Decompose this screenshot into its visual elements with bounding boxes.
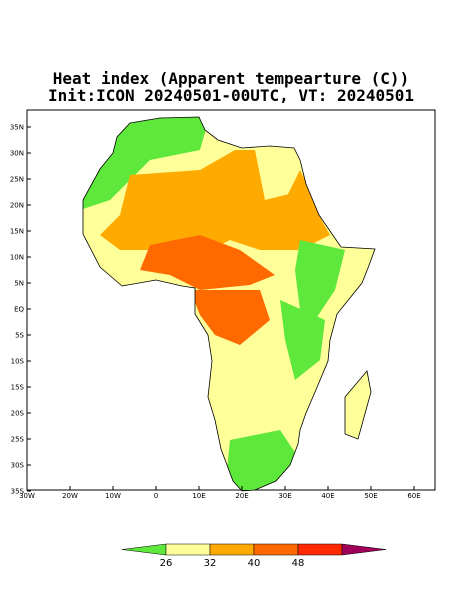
lon-label: 0 (154, 492, 158, 500)
lat-label: 20N (10, 202, 24, 210)
lon-label: 30W (19, 492, 35, 500)
lat-label: 30S (11, 462, 25, 470)
lon-label: 60E (407, 492, 420, 500)
lat-label: 15N (10, 228, 24, 236)
lon-label: 20E (235, 492, 248, 500)
colorbar-label: 48 (292, 558, 305, 569)
colorbar-label: 32 (204, 558, 217, 569)
colorbar-segment (209, 543, 255, 556)
lat-label: 30N (10, 150, 24, 158)
colorbar-label: 26 (160, 558, 173, 569)
field-green-east (280, 300, 325, 380)
colorbar-segment (121, 543, 167, 556)
lat-label: 20S (11, 410, 25, 418)
lon-label: 40E (321, 492, 334, 500)
lon-label: 10W (105, 492, 121, 500)
lat-label: 25N (10, 176, 24, 184)
lat-label: 15S (11, 384, 25, 392)
lon-label: 50E (364, 492, 377, 500)
field-green-ethiopia (295, 240, 345, 320)
colorbar-segment (341, 543, 387, 556)
lat-label: 5N (14, 280, 24, 288)
lat-label: EQ (14, 306, 24, 314)
lat-label: 10N (10, 254, 24, 262)
map-subtitle: Init:ICON 20240501-00UTC, VT: 20240501 (48, 86, 414, 105)
field-red-congo (190, 290, 270, 345)
field-orange-sudan (285, 170, 320, 225)
coastline (82, 116, 376, 492)
map-title: Heat index (Apparent tempearture (C)) (53, 69, 409, 88)
lat-label: 25S (11, 436, 25, 444)
colorbar-segment (253, 543, 299, 556)
field-red-sahel (140, 235, 275, 290)
lat-label: 35N (10, 124, 24, 132)
lon-label: 20W (62, 492, 78, 500)
lat-label: 5S (15, 332, 24, 340)
colorbar-label: 40 (248, 558, 261, 569)
colorbar-segment (165, 543, 211, 556)
lon-label: 10E (192, 492, 205, 500)
lat-label: 35S (11, 488, 25, 496)
colorbar: 26 32 40 48 (121, 543, 387, 569)
lat-label: 10S (11, 358, 25, 366)
colorbar-segment (297, 543, 343, 556)
lon-label: 30E (278, 492, 291, 500)
axis-ticks: 35N 30N 25N 20N 15N 10N 5N EQ 5S 10S 15S 20S 25S 30S 3… (10, 124, 421, 501)
